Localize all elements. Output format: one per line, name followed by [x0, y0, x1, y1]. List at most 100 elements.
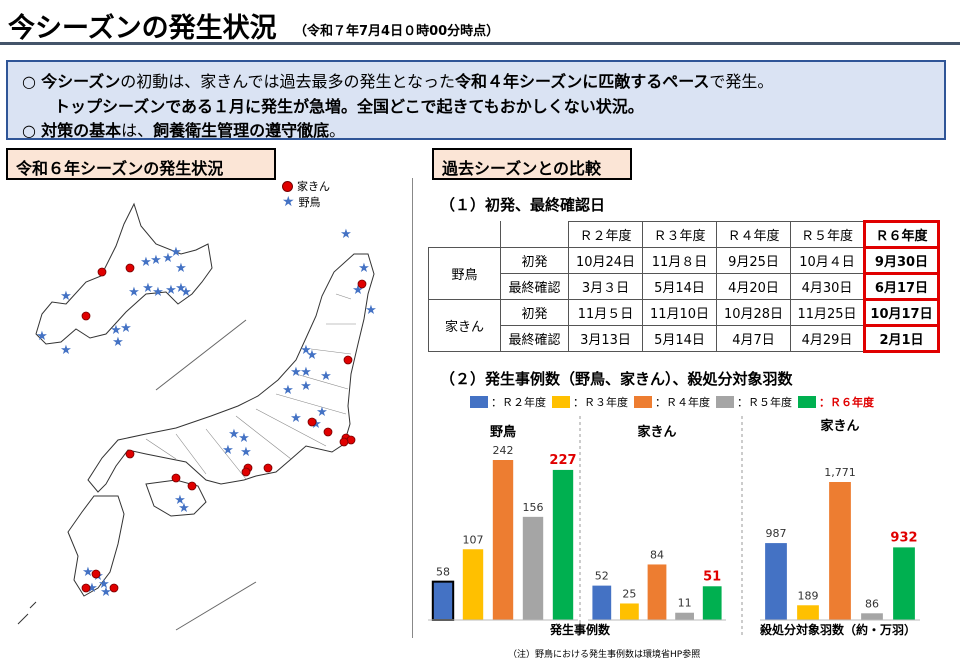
bar	[431, 580, 455, 621]
wild-bird-marker: ★	[300, 379, 312, 394]
table-heading: （１）初発、最終確認日	[440, 196, 606, 214]
bar-value-label: 58	[436, 566, 450, 579]
wild-bird-marker: ★	[175, 261, 187, 276]
bar-value-label: 84	[650, 548, 664, 561]
wild-bird-marker: ★	[358, 261, 370, 276]
summary-text: の初動は、家きんでは過去最多の発生となった	[120, 72, 455, 91]
wild-bird-marker: ★	[306, 348, 318, 363]
wild-bird-marker: ★	[228, 427, 240, 442]
legend-swatch	[798, 396, 816, 408]
wild-bird-marker: ★	[82, 565, 94, 580]
okinawa-divider-2	[175, 581, 257, 631]
bar-value-label: 932	[890, 530, 917, 545]
summary-text: は、	[121, 121, 154, 140]
legend-label: ：Ｒ３年度	[573, 396, 628, 409]
header-cell: Ｒ３年度	[642, 221, 717, 248]
poultry-marker	[97, 267, 107, 277]
bar	[861, 613, 883, 620]
bar-value-label: 156	[523, 501, 544, 514]
table-cell: 10月24日	[568, 247, 643, 274]
poultry-marker	[241, 467, 251, 477]
honshu-outline	[87, 253, 375, 493]
legend-poultry: 家きん	[282, 178, 330, 194]
wild-bird-marker: ★	[110, 323, 122, 338]
wild-bird-marker: ★	[165, 283, 177, 298]
row-label: 最終確認	[500, 325, 569, 352]
wild-bird-marker: ★	[320, 369, 332, 384]
wild-bird-marker: ★	[300, 343, 312, 358]
table-cell: 11月25日	[790, 299, 865, 326]
summary-bold: トップシーズンである１月に発生が急増。全国どこで起きてもおかしくない状況。	[54, 97, 644, 116]
table-row: 最終確認 3月３日 5月14日 4月20日 4月30日 6月17日	[429, 272, 940, 301]
chart-heading: （２）発生事例数（野鳥、家きん）、殺処分対象羽数	[440, 370, 793, 388]
poultry-marker	[357, 279, 367, 289]
table-cell: 9月25日	[716, 247, 791, 274]
table-row: 家きん 初発 11月５日 11月10日 10月28日 11月25日 10月17日	[428, 298, 940, 352]
summary-bold: 令和４年シーズンに匹敵するペース	[455, 72, 710, 91]
summary-text: で発生。	[709, 72, 774, 91]
hokkaido-outline	[35, 202, 213, 345]
chart-legend-item: ：Ｒ２年度	[470, 394, 546, 410]
bar-value-label: 227	[549, 453, 576, 468]
summary-text: 。	[329, 121, 346, 140]
legend-swatch	[552, 396, 570, 408]
poultry-marker	[171, 473, 181, 483]
chart-legend-item: ：Ｒ５年度	[716, 394, 792, 410]
bar-value-label: 1,771	[824, 466, 856, 479]
blue-star-icon: ★	[282, 194, 295, 210]
poultry-marker	[125, 263, 135, 273]
poultry-marker	[343, 355, 353, 365]
row-label: 初発	[500, 299, 569, 326]
poultry-marker	[81, 583, 91, 593]
wild-bird-marker: ★	[238, 431, 250, 446]
header-cell-r6: Ｒ６年度	[863, 220, 940, 249]
bar-value-label: 25	[622, 587, 636, 600]
wild-bird-marker: ★	[60, 343, 72, 358]
table-cell: 5月14日	[642, 325, 717, 352]
row-label: 初発	[500, 247, 569, 274]
summary-bold: 対策の基本	[41, 121, 122, 140]
wild-bird-marker: ★	[142, 281, 154, 296]
page-subtitle: （令和７年7月4日０時00分時点）	[294, 24, 500, 39]
chart-legend-item: ：Ｒ３年度	[552, 394, 628, 410]
bar	[675, 612, 694, 620]
table-cell: 3月13日	[568, 325, 643, 352]
chart-title: 家きん	[820, 418, 859, 434]
table-cell-r6: 9月30日	[863, 246, 940, 275]
wild-bird-marker: ★	[300, 365, 312, 380]
legend-swatch	[470, 396, 488, 408]
table-cell: 10月４日	[790, 247, 865, 274]
table-cell-r6: 2月1日	[863, 324, 940, 353]
table-corner	[500, 221, 569, 248]
legend-label: ：Ｒ４年度	[655, 396, 710, 409]
footnote: （注）野鳥における発生事例数は環境省HP参照	[508, 650, 701, 660]
shikoku-outline	[145, 479, 207, 517]
header-cell: Ｒ２年度	[568, 221, 643, 248]
wild-bird-marker: ★	[290, 365, 302, 380]
legend-swatch	[716, 396, 734, 408]
legend-label: ：Ｒ２年度	[491, 396, 546, 409]
wild-bird-marker: ★	[112, 335, 124, 350]
wild-bird-marker: ★	[170, 245, 182, 260]
japan-map: ★★ ★★★★ ★★ ★★★★★★★★★★★★★★★★★ ★★★★★ ★★★★★★★★★★…	[17, 202, 377, 631]
red-dot-icon	[282, 180, 293, 192]
okinawa-island	[17, 601, 37, 625]
wild-bird-marker: ★	[180, 285, 192, 300]
wild-bird-marker: ★	[98, 577, 110, 592]
bar	[592, 585, 612, 620]
bar-value-label: 189	[798, 589, 819, 602]
legend-label: ：Ｒ６年度	[819, 396, 874, 409]
table-cell: 11月５日	[568, 299, 643, 326]
poultry-marker	[323, 427, 333, 437]
wild-bird-marker: ★	[282, 383, 294, 398]
title-underline	[0, 42, 960, 45]
table-cell: 4月7日	[716, 325, 791, 352]
poultry-marker	[263, 463, 273, 473]
bar	[522, 516, 544, 620]
legend-label: ：Ｒ５年度	[737, 396, 792, 409]
header-cell: Ｒ４年度	[716, 221, 791, 248]
poultry-marker	[109, 583, 119, 593]
section-label-right: 過去シーズンとの比較	[432, 148, 632, 180]
wild-bird-marker: ★	[162, 251, 174, 266]
wild-bird-marker: ★	[140, 255, 152, 270]
